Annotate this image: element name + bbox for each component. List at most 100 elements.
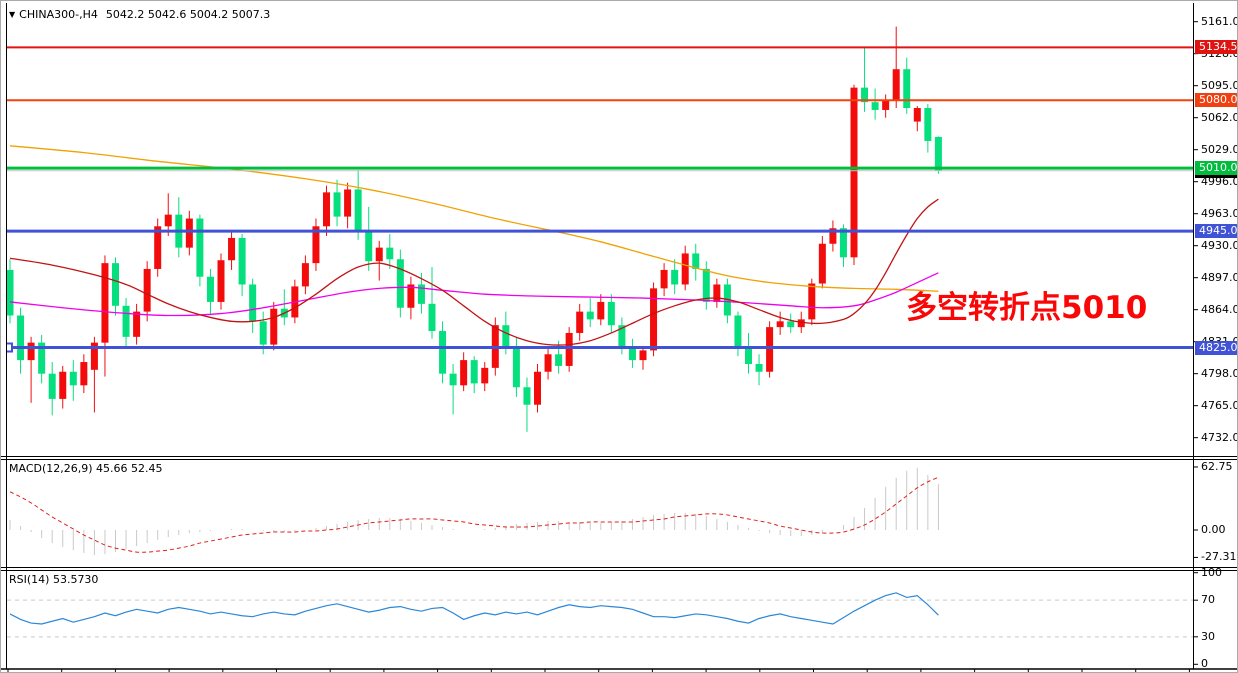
chart-title: ▼ CHINA300-,H4 5042.2 5042.6 5004.2 5007.3: [9, 8, 270, 21]
candle-down: [618, 325, 626, 347]
candle-down: [365, 230, 373, 262]
candle-down: [671, 269, 679, 285]
candle-up: [534, 371, 541, 405]
candle-down: [861, 87, 869, 103]
candle-up: [913, 107, 921, 122]
candle-up: [597, 301, 605, 320]
symbol-period: CHINA300-,H4: [19, 8, 98, 21]
candle-down: [607, 301, 615, 326]
rsi-line: [9, 592, 939, 625]
candle-up: [829, 228, 837, 244]
candle-down: [7, 269, 14, 316]
candle-up: [154, 226, 162, 269]
candle-up: [101, 263, 109, 343]
candle-up: [850, 87, 858, 258]
candle-up: [565, 332, 573, 366]
candle-up: [228, 237, 236, 261]
macd-panel: [9, 467, 939, 556]
candle-down: [734, 315, 742, 347]
candle-up: [713, 284, 721, 302]
candle-down: [396, 259, 404, 308]
candle-up: [818, 243, 826, 284]
candle-down: [259, 321, 267, 345]
annotation-text[interactable]: 多空转折点5010: [906, 290, 1148, 326]
candle-up: [270, 308, 278, 345]
candle-up: [766, 327, 774, 372]
candle-down: [934, 136, 942, 171]
candle-up: [185, 218, 193, 248]
candle-down: [628, 346, 636, 361]
candle-down: [745, 346, 752, 364]
candle-down: [439, 331, 447, 374]
candle-down: [555, 354, 563, 366]
candle-down: [702, 268, 710, 302]
candle-down: [48, 373, 56, 399]
candle-up: [639, 350, 647, 361]
candle-down: [206, 276, 214, 302]
candle-down: [692, 253, 700, 269]
candle-down: [112, 263, 119, 306]
rsi-panel: [7, 592, 1193, 638]
candle-down: [238, 237, 246, 285]
candle-up: [217, 260, 225, 302]
candle-up: [808, 283, 816, 320]
candle-up: [312, 226, 320, 264]
candle-down: [470, 360, 478, 384]
chart-frame: [1, 3, 1237, 672]
candle-down: [839, 228, 847, 258]
candle-up: [544, 354, 552, 372]
candle-down: [787, 321, 795, 328]
candle-up: [375, 247, 383, 262]
candle-down: [386, 247, 394, 260]
candle-up: [660, 269, 668, 289]
ma-magenta-line: [9, 272, 939, 317]
candle-down: [333, 192, 341, 217]
main-panel: [4, 26, 1193, 432]
candle-down: [449, 373, 457, 386]
candle-up: [460, 360, 468, 386]
candle-down: [17, 315, 25, 361]
ma-darkred-line: [9, 198, 939, 346]
candle-down: [69, 371, 77, 386]
candle-down: [249, 284, 257, 322]
candle-down: [196, 218, 204, 277]
candle-up: [650, 288, 658, 351]
candle-up: [776, 321, 784, 328]
candle-up: [301, 263, 309, 287]
candle-down: [502, 325, 510, 347]
rsi-label: RSI(14) 53.5730: [9, 573, 99, 586]
candle-up: [164, 214, 172, 227]
candle-down: [586, 311, 594, 320]
candle-up: [27, 342, 35, 361]
candle-up: [80, 362, 88, 386]
candle-down: [512, 346, 520, 388]
candle-up: [892, 69, 900, 101]
candle-up: [797, 319, 805, 328]
candle-up: [90, 342, 98, 370]
candle-down: [417, 284, 425, 304]
candle-down: [354, 189, 362, 231]
candle-up: [882, 100, 890, 110]
candle-down: [523, 387, 531, 405]
candle-down: [428, 303, 436, 332]
candle-up: [681, 253, 689, 285]
candle-down: [924, 107, 932, 141]
macd-signal-line: [9, 476, 939, 553]
candle-up: [481, 367, 489, 384]
candle-up: [407, 284, 415, 308]
candle-up: [576, 311, 584, 333]
candle-down: [871, 102, 879, 110]
candle-up: [143, 268, 151, 312]
macd-label: MACD(12,26,9) 45.66 52.45: [9, 462, 163, 475]
candle-down: [903, 69, 911, 108]
line-handle[interactable]: [4, 342, 13, 353]
candle-down: [755, 363, 763, 372]
candle-up: [344, 189, 352, 217]
chevron-down-icon: ▼: [9, 10, 16, 19]
candle-down: [122, 305, 130, 337]
candle-up: [133, 311, 141, 337]
ohlc-values: 5042.2 5042.6 5004.2 5007.3: [105, 8, 271, 21]
candle-down: [38, 342, 46, 374]
